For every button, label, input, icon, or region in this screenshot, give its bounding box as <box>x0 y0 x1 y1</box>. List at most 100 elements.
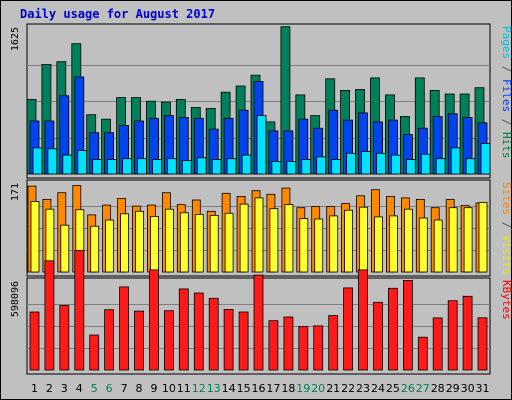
panel-sites-visits: 171 Sites / Visits <box>10 179 512 277</box>
bar-kbytes-day-26 <box>402 279 413 371</box>
bar-kbytes-day-2 <box>44 260 55 371</box>
y-max-label-sites-visits: 171 <box>10 183 21 201</box>
bar-visits-day-16 <box>254 197 264 273</box>
bar-visits-day-21 <box>329 215 339 273</box>
x-tick-label-15: 15 <box>237 382 251 395</box>
bar-visits-day-27 <box>418 217 428 273</box>
bar-visits-day-6 <box>105 219 114 273</box>
bar-pages-day-31 <box>480 143 491 175</box>
bar-pages-day-27 <box>420 153 431 175</box>
bar-visits-day-28 <box>433 219 443 273</box>
bar-visits-day-8 <box>135 210 144 273</box>
bar-kbytes-day-24 <box>373 301 383 371</box>
bar-visits-day-18 <box>284 204 294 273</box>
bar-visits-day-20 <box>314 218 324 273</box>
x-tick-label-27: 27 <box>416 382 430 395</box>
bar-kbytes-day-14 <box>223 309 234 371</box>
bar-kbytes-day-30 <box>462 295 473 371</box>
bar-kbytes-day-27 <box>417 336 428 371</box>
bar-pages-day-25 <box>390 154 401 175</box>
bar-kbytes-day-29 <box>447 300 458 371</box>
bar-pages-day-24 <box>376 152 386 175</box>
bar-pages-day-1 <box>32 147 43 175</box>
series-label-pages-files-hits: Pages / Files / Hits <box>500 26 512 159</box>
bar-pages-day-26 <box>405 159 416 175</box>
x-tick-label-5: 5 <box>91 382 98 395</box>
series-label-part: / <box>500 215 512 235</box>
bar-kbytes-day-17 <box>268 320 279 371</box>
bar-kbytes-day-20 <box>313 325 324 371</box>
bar-visits-day-23 <box>359 206 368 273</box>
bar-visits-day-19 <box>299 218 309 273</box>
bar-visits-day-29 <box>448 207 458 273</box>
bar-pages-day-7 <box>122 158 132 175</box>
bar-kbytes-day-22 <box>343 287 354 371</box>
bar-pages-day-2 <box>47 148 58 175</box>
bar-visits-day-1 <box>30 201 40 273</box>
bar-pages-day-9 <box>152 159 162 175</box>
bar-visits-day-31 <box>478 202 488 273</box>
bar-kbytes-day-15 <box>238 311 249 371</box>
x-tick-label-7: 7 <box>121 382 128 395</box>
x-tick-label-14: 14 <box>222 382 236 395</box>
panels: 1625 Pages / Files / Hits 171 Sites / Visit… <box>10 23 512 375</box>
bar-pages-day-16 <box>256 115 267 175</box>
x-tick-label-26: 26 <box>401 382 415 395</box>
x-tick-label-20: 20 <box>311 382 325 395</box>
bar-kbytes-day-4 <box>74 250 85 371</box>
y-max-label-pages-files-hits: 1625 <box>10 27 21 51</box>
bar-visits-day-15 <box>239 203 249 273</box>
bar-pages-day-18 <box>286 160 297 175</box>
x-tick-label-2: 2 <box>46 382 53 395</box>
bar-pages-day-4 <box>77 150 88 175</box>
bar-kbytes-day-31 <box>477 317 488 371</box>
bar-visits-day-14 <box>224 212 234 273</box>
bar-kbytes-day-5 <box>89 334 100 371</box>
series-label-kbytes: KBytes <box>500 280 512 320</box>
bar-visits-day-10 <box>164 208 174 273</box>
x-tick-label-4: 4 <box>76 382 83 395</box>
x-tick-label-1: 1 <box>31 382 38 395</box>
bar-pages-day-28 <box>435 158 446 175</box>
bar-kbytes-day-23 <box>358 269 368 371</box>
bar-kbytes-day-16 <box>253 274 264 371</box>
bar-pages-day-30 <box>465 158 476 175</box>
x-tick-label-25: 25 <box>386 382 400 395</box>
x-tick-label-21: 21 <box>326 382 340 395</box>
x-tick-label-23: 23 <box>356 382 370 395</box>
bar-pages-day-22 <box>346 152 357 175</box>
x-tick-label-30: 30 <box>461 382 475 395</box>
series-label-part: / <box>500 112 512 132</box>
bar-pages-day-20 <box>316 156 327 175</box>
bar-pages-day-21 <box>331 159 342 175</box>
bar-kbytes-day-7 <box>119 286 129 371</box>
bar-pages-day-14 <box>226 158 237 175</box>
bar-pages-day-6 <box>107 159 117 175</box>
bar-kbytes-day-10 <box>163 310 174 371</box>
bar-visits-day-17 <box>269 208 279 273</box>
series-label-part: Visits <box>500 235 512 275</box>
x-tick-label-17: 17 <box>266 382 280 395</box>
bar-visits-day-11 <box>179 212 189 273</box>
x-tick-label-16: 16 <box>252 382 266 395</box>
series-label-part: Hits <box>500 132 512 159</box>
bar-kbytes-day-8 <box>134 310 144 371</box>
bar-visits-day-7 <box>120 213 129 273</box>
x-tick-label-29: 29 <box>446 382 460 395</box>
bar-visits-day-3 <box>60 224 70 273</box>
bar-pages-day-23 <box>361 151 371 175</box>
bar-visits-day-26 <box>403 208 413 273</box>
x-tick-label-31: 31 <box>476 382 490 395</box>
x-tick-label-3: 3 <box>61 382 68 395</box>
bar-visits-day-12 <box>194 213 204 273</box>
bar-kbytes-day-28 <box>432 317 443 371</box>
bar-pages-day-12 <box>196 157 207 175</box>
bar-pages-day-29 <box>450 147 461 175</box>
x-axis: 1 2 3 4 5 6 7 8 9 10 11 12 13 14 15 16 17 18 19 20 21 22 23 24 2… <box>31 382 490 395</box>
x-tick-label-10: 10 <box>162 382 176 395</box>
bar-pages-day-15 <box>241 154 252 175</box>
x-tick-label-12: 12 <box>192 382 206 395</box>
bar-pages-day-3 <box>62 154 73 175</box>
